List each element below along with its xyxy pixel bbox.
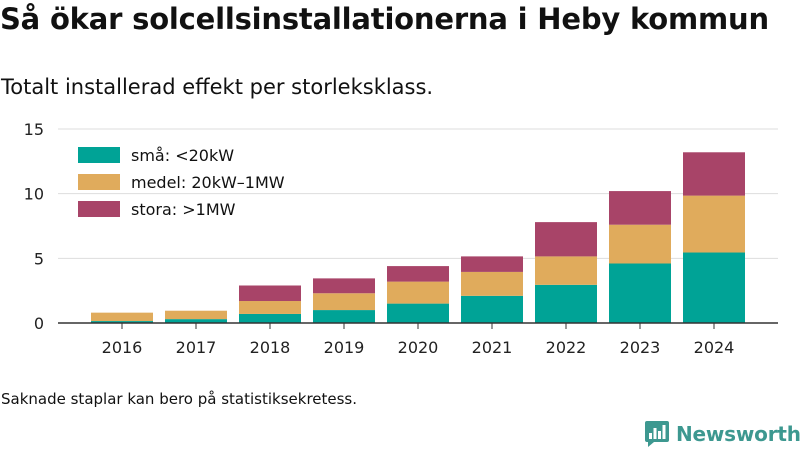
bar-segment [683,195,745,253]
legend-swatch [78,147,120,163]
bar-segment [313,278,375,294]
y-axis-tick-labels: 0 5 10 15 [24,120,44,333]
bar-segment [461,271,523,296]
brand-name: Newsworthy [676,422,800,446]
x-tick-label: 2019 [324,338,365,357]
x-tick-label: 2020 [398,338,439,357]
x-tick-label: 2023 [620,338,661,357]
bar-chart-speech-bubble-icon [645,421,669,447]
y-tick-label: 10 [24,185,44,204]
y-tick-label: 5 [34,249,44,268]
legend-label: små: <20kW [131,146,234,165]
bar-segment [609,224,671,264]
legend-label: stora: >1MW [131,200,236,219]
legend-swatch [78,174,120,190]
bar-segment [535,222,597,257]
x-tick-label: 2021 [472,338,513,357]
x-tick-label: 2017 [176,338,217,357]
bar-segment [461,295,523,323]
bar-segment [239,313,301,323]
footnote: Saknade staplar kan bero på statistiksek… [1,390,358,408]
bar-segment [91,312,153,322]
x-tick-label: 2024 [694,338,735,357]
bar-segment [387,281,449,304]
bar-segment [609,263,671,323]
bar-segment [165,319,227,323]
x-axis: 2016 2017 2018 2019 2020 2021 2022 2023 2024 [58,322,778,357]
bar-segment [683,252,745,323]
bar-segment [313,293,375,311]
bar-segment [535,284,597,323]
bar-segment [387,266,449,282]
newsworthy-logo[interactable]: Newsworthy [644,419,800,449]
bar-segment [609,191,671,225]
chart-subtitle: Totalt installerad effekt per storlekskl… [1,75,434,99]
bar-segment [461,256,523,272]
legend-swatch [78,201,120,217]
bar-segment [165,310,227,320]
bar-segment [683,152,745,196]
bar-segment [239,285,301,302]
x-tick-label: 2016 [102,338,143,357]
legend: små: <20kW medel: 20kW–1MW stora: >1MW [78,146,285,219]
bar-segment [239,301,301,314]
y-tick-label: 15 [24,120,44,139]
chart-title: Så ökar solcellsinstallationerna i Heby … [0,2,769,36]
bar-segment [535,256,597,285]
bars [91,152,745,323]
y-tick-label: 0 [34,314,44,333]
legend-label: medel: 20kW–1MW [131,173,285,192]
x-tick-label: 2022 [546,338,587,357]
bar-segment [387,303,449,323]
x-tick-label: 2018 [250,338,291,357]
bar-segment [313,310,375,323]
bar-segment [91,321,153,323]
